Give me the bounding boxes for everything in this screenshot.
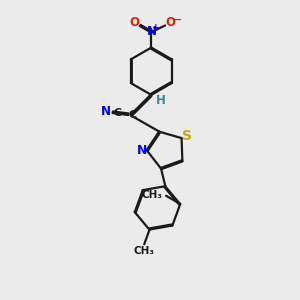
Text: C: C — [114, 108, 122, 118]
Text: −: − — [172, 15, 182, 25]
Text: N: N — [137, 144, 148, 157]
Text: O: O — [166, 16, 176, 29]
Text: CH₃: CH₃ — [134, 246, 155, 256]
Text: C: C — [128, 110, 136, 120]
Text: CH₃: CH₃ — [142, 190, 163, 200]
Text: S: S — [182, 129, 192, 143]
Text: N: N — [100, 106, 111, 118]
Text: O: O — [130, 16, 140, 29]
Text: N: N — [146, 25, 157, 38]
Text: H: H — [155, 94, 165, 107]
Text: +: + — [152, 23, 160, 32]
